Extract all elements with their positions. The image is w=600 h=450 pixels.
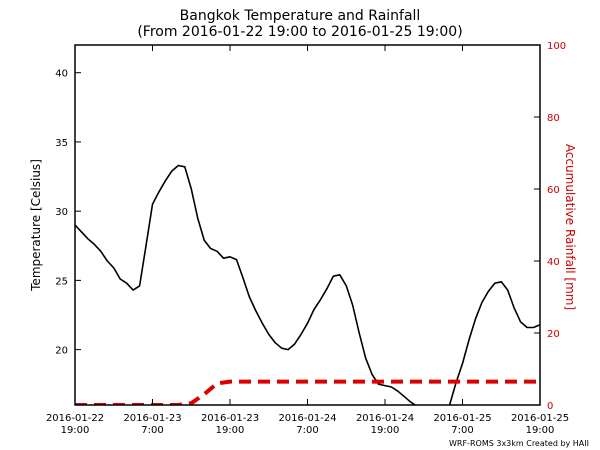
y-tick-label: 20 [55, 346, 68, 357]
y-tick-label: 35 [55, 138, 68, 149]
x-tick-label-time: 19:00 [216, 425, 245, 436]
y-axis-right-title: Accumulative Rainfall [mm] [563, 144, 577, 310]
x-tick-label-time: 7:00 [451, 425, 473, 436]
y-tick-label: 40 [55, 69, 68, 80]
x-tick-label-date: 2016-01-24 [356, 413, 414, 424]
y-right-tick-label: 80 [547, 113, 560, 124]
y-tick-label: 25 [55, 276, 68, 287]
x-tick-label-time: 19:00 [526, 425, 555, 436]
x-tick-label-date: 2016-01-24 [278, 413, 336, 424]
rainfall-series-line [75, 379, 540, 405]
x-axis: 2016-01-2219:002016-01-237:002016-01-231… [46, 45, 569, 436]
chart-title: Bangkok Temperature and Rainfall [180, 8, 421, 24]
credit-text: WRF-ROMS 3x3km Created by HAII [449, 439, 589, 448]
y-right-tick-label: 60 [547, 185, 560, 196]
x-tick-label-date: 2016-01-25 [511, 413, 569, 424]
y-axis-title: Temperature [Celsius] [29, 159, 43, 292]
right-axis: 0 20 40 60 80 100 [534, 41, 566, 412]
series-layer [75, 164, 540, 405]
x-tick-label-time: 19:00 [61, 425, 90, 436]
y-right-tick-label: 20 [547, 329, 560, 340]
y-right-tick-label: 100 [547, 41, 566, 52]
x-tick-label-date: 2016-01-23 [123, 413, 181, 424]
plot-frame [74, 44, 541, 406]
x-tick-label-time: 19:00 [371, 425, 400, 436]
x-tick-label-date: 2016-01-23 [201, 413, 259, 424]
y-right-tick-label: 40 [547, 257, 560, 268]
x-tick-label-date: 2016-01-25 [433, 413, 491, 424]
chart-subtitle: (From 2016-01-22 19:00 to 2016-01-25 19:… [137, 24, 462, 40]
x-tick-label-time: 7:00 [141, 425, 163, 436]
temperature-series-line [75, 164, 540, 405]
y-tick-label: 30 [55, 207, 68, 218]
y-right-tick-label: 0 [547, 401, 553, 412]
x-tick-label-date: 2016-01-22 [46, 413, 104, 424]
left-axis: 20 25 30 35 40 [55, 69, 81, 357]
x-tick-label-time: 7:00 [296, 425, 318, 436]
